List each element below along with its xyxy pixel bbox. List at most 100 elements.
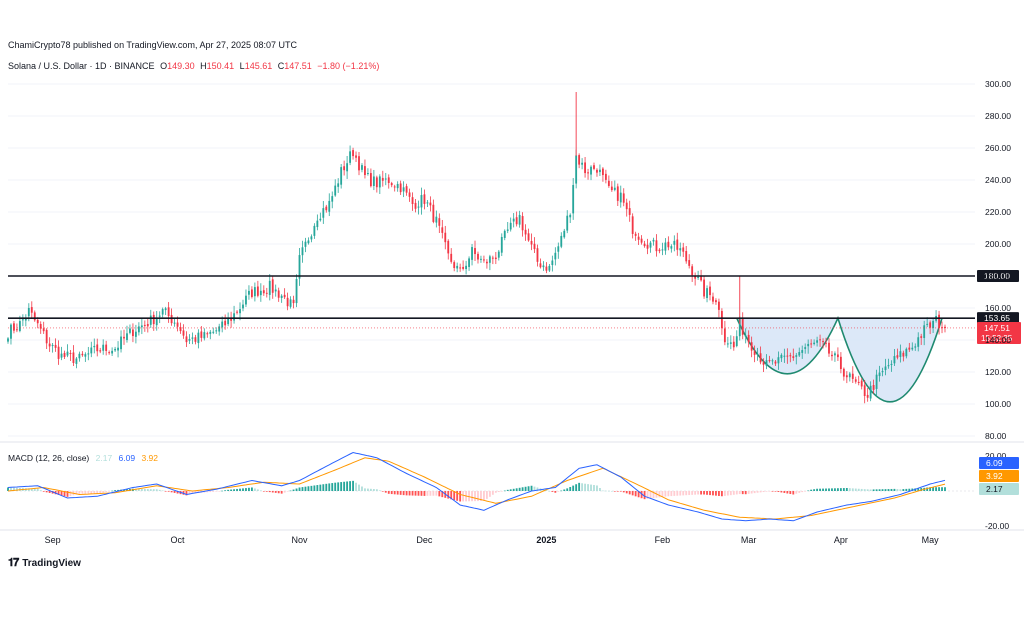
macd-histogram-bar <box>842 488 845 491</box>
macd-histogram-bar <box>890 488 893 491</box>
candle-body <box>899 351 902 357</box>
candle-body <box>134 331 137 337</box>
macd-histogram-bar <box>839 488 842 491</box>
macd-histogram-bar <box>911 488 914 491</box>
candle-body <box>563 230 566 238</box>
candle-body <box>248 290 250 295</box>
candle-body <box>331 196 334 202</box>
candle-body <box>497 251 500 258</box>
last-price-tag <box>977 321 1021 344</box>
macd-histogram-bar <box>557 491 560 492</box>
macd-histogram-bar <box>39 490 42 491</box>
macd-histogram-bar <box>307 486 310 491</box>
macd-histogram-bar <box>834 488 836 491</box>
macd-histogram-bar <box>405 491 408 496</box>
time-tick-label: Mar <box>741 535 757 545</box>
macd-histogram-bar <box>500 491 503 492</box>
macd-legend-macd: 6.09 <box>118 453 136 463</box>
macd-histogram-bar <box>209 491 212 493</box>
macd-histogram-bar <box>242 488 244 491</box>
macd-histogram-bar <box>575 484 578 491</box>
macd-histogram-bar <box>10 487 12 491</box>
macd-histogram-bar <box>813 489 816 491</box>
candle-body <box>355 155 357 158</box>
candle-body <box>7 338 9 342</box>
candle-body <box>557 246 560 252</box>
macd-histogram-bar <box>616 491 619 492</box>
candle-body <box>99 350 102 352</box>
candle-body <box>729 342 732 344</box>
macd-histogram-bar <box>322 484 325 491</box>
macd-histogram-bar <box>545 490 548 491</box>
macd-histogram-bar <box>450 491 453 500</box>
macd-histogram-bar <box>491 491 494 495</box>
candle-body <box>10 324 12 339</box>
macd-histogram-bar <box>706 491 708 495</box>
macd-histogram-bar <box>471 491 473 502</box>
candle-body <box>825 342 827 344</box>
macd-histogram-bar <box>173 491 176 493</box>
signal-line <box>7 457 946 520</box>
candle-body <box>78 353 81 359</box>
candle-body <box>27 307 30 317</box>
candle-body <box>640 238 643 243</box>
candle-body <box>798 352 801 356</box>
macd-histogram-bar <box>777 491 780 492</box>
price-tick-label: 80.00 <box>985 431 1007 441</box>
macd-histogram-bar <box>593 485 595 491</box>
time-axis: Sep Oct Nov Dec 2025 Feb Mar Apr May <box>0 529 1024 545</box>
candle-body <box>242 304 244 309</box>
candle-body <box>328 200 331 212</box>
change-value: −1.80 (−1.21%) <box>317 61 380 71</box>
candle-body <box>887 365 890 367</box>
candle-body <box>762 362 765 365</box>
macd-histogram-bar <box>637 491 640 498</box>
macd-histogram-bar <box>108 491 111 492</box>
candle-body <box>560 235 563 247</box>
candle-body <box>245 295 247 305</box>
candle-body <box>545 266 548 271</box>
candle-body <box>872 385 875 390</box>
candle-body <box>854 379 857 382</box>
macd-histogram-bar <box>899 489 902 491</box>
candle-body <box>530 240 533 245</box>
candle-body <box>450 253 453 262</box>
candle-body <box>593 165 595 169</box>
candle-body <box>500 236 503 253</box>
candle-body <box>203 332 206 339</box>
price-tick-label: 140.00 <box>985 335 1011 345</box>
macd-histogram-bar <box>414 491 417 496</box>
time-tick-label: Feb <box>655 535 671 545</box>
candle-body <box>420 195 423 208</box>
macd-histogram-bar <box>99 491 102 494</box>
macd-histogram-bar <box>515 488 518 491</box>
candle-body <box>378 176 381 188</box>
macd-histogram-bar <box>206 491 209 493</box>
candle-body <box>447 240 450 254</box>
macd-histogram-bar <box>569 486 572 491</box>
macd-histogram-bar <box>277 491 280 494</box>
candle-body <box>491 257 494 259</box>
candle-body <box>810 343 813 345</box>
macd-histogram-bar <box>188 491 191 495</box>
candle-body <box>881 371 884 373</box>
candle-body <box>108 352 111 354</box>
macd-histogram-bar <box>792 491 795 495</box>
candle-body <box>250 289 253 297</box>
macd-histogram-bar <box>789 491 792 494</box>
candle-body <box>182 330 185 336</box>
macd-histogram-bar <box>230 489 233 491</box>
candle-body <box>96 344 99 352</box>
macd-histogram-bar <box>512 488 515 491</box>
candle-body <box>709 286 711 296</box>
candle-body <box>863 385 866 397</box>
candle-body <box>301 247 304 256</box>
macd-histogram-bar <box>798 491 801 493</box>
macd-value-label: 2.17 <box>986 484 1003 494</box>
macd-line <box>7 451 946 522</box>
candle-body <box>723 328 726 343</box>
macd-histogram-bar <box>732 491 735 495</box>
candle-body <box>152 314 155 325</box>
